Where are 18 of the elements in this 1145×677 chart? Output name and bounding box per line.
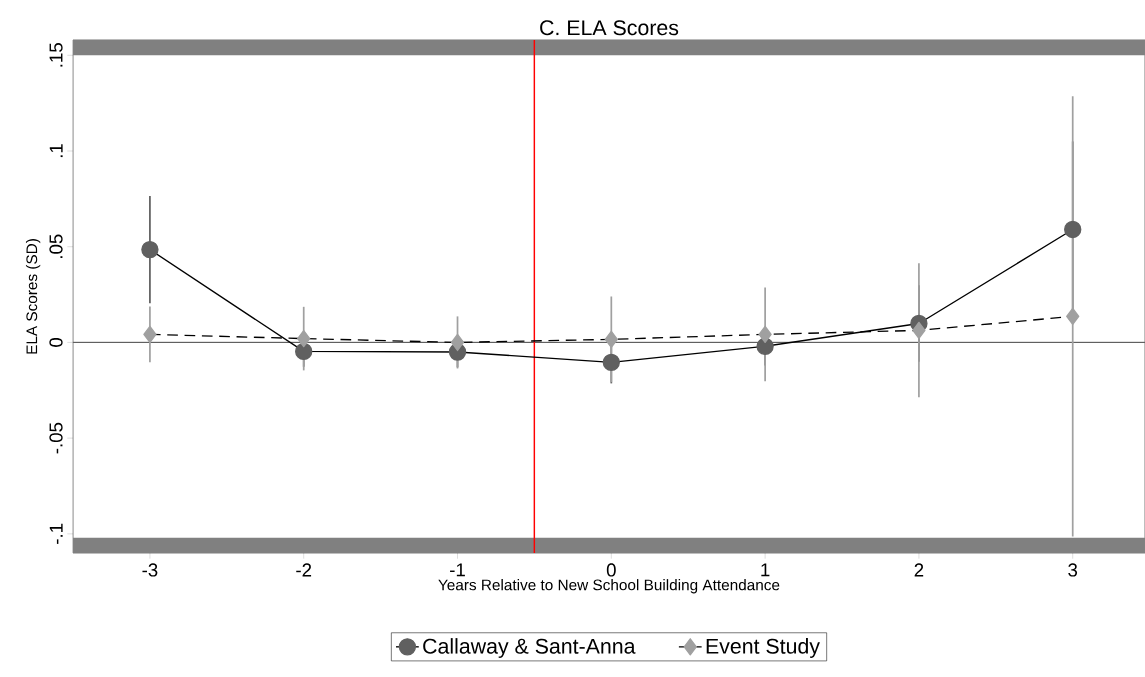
x-tick-label: -3 (142, 563, 158, 577)
x-tick-label: 2 (914, 563, 924, 577)
y-tick-label: 0 (49, 337, 63, 347)
x-tick-label: 1 (761, 563, 770, 577)
x-axis-title: Years Relative to New School Building Attendance (438, 579, 780, 594)
legend-label: Event Study (706, 638, 820, 658)
x-tick-label: -2 (296, 563, 312, 577)
chart-title: C. ELA Scores (540, 20, 679, 36)
y-tick-label: .05 (49, 234, 63, 258)
x-tick-label: 3 (1068, 563, 1078, 577)
x-tick-label: -1 (450, 563, 465, 577)
x-tick-label: 0 (606, 563, 616, 577)
y-tick-label: .15 (49, 43, 63, 67)
y-tick-label: -.05 (49, 422, 63, 454)
y-axis-title: ELA Scores (SD) (25, 239, 41, 354)
legend-label: Callaway & Sant-Anna (423, 638, 636, 658)
y-tick-label: .1 (49, 144, 63, 158)
y-tick-label: -.1 (49, 523, 63, 544)
